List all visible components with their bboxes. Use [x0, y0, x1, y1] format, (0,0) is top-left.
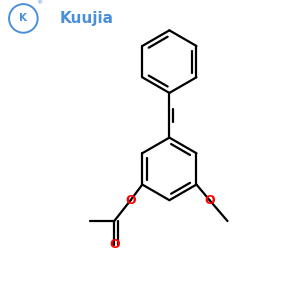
Text: K: K — [20, 14, 27, 23]
Text: O: O — [109, 238, 120, 251]
Text: O: O — [204, 194, 215, 207]
Text: O: O — [125, 194, 136, 207]
Text: Kuujia: Kuujia — [60, 11, 114, 26]
Text: ®: ® — [36, 0, 42, 5]
